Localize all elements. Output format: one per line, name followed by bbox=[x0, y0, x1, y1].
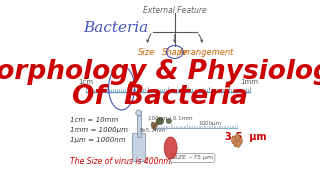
Text: 1mm: 1mm bbox=[241, 79, 259, 85]
Circle shape bbox=[235, 134, 239, 141]
Text: 1000µm: 1000µm bbox=[199, 120, 222, 125]
Circle shape bbox=[234, 141, 237, 147]
Text: The Size of virus is 400nm.: The Size of virus is 400nm. bbox=[70, 158, 173, 166]
Circle shape bbox=[238, 138, 242, 145]
Text: 1μm = 1000nm: 1μm = 1000nm bbox=[70, 137, 126, 143]
Bar bbox=[132, 133, 145, 161]
Text: Morphology & Physiology: Morphology & Physiology bbox=[0, 59, 320, 85]
Text: 8x5.7mm: 8x5.7mm bbox=[140, 127, 166, 132]
Circle shape bbox=[155, 122, 158, 127]
Ellipse shape bbox=[136, 110, 142, 116]
Circle shape bbox=[236, 141, 241, 147]
Text: Bacteria: Bacteria bbox=[83, 21, 148, 35]
Ellipse shape bbox=[166, 118, 172, 123]
Text: Size: Size bbox=[138, 48, 156, 57]
Text: 1cm = 10mm: 1cm = 10mm bbox=[70, 117, 119, 123]
Text: SIZE ~75 μm: SIZE ~75 μm bbox=[172, 156, 213, 161]
Text: Shape: Shape bbox=[162, 48, 188, 57]
Text: Arrangement: Arrangement bbox=[178, 48, 234, 57]
Circle shape bbox=[151, 122, 155, 128]
Ellipse shape bbox=[156, 118, 164, 125]
Text: 1cm: 1cm bbox=[79, 79, 94, 85]
Text: 1mm = 1000μm: 1mm = 1000μm bbox=[70, 127, 128, 133]
Bar bbox=[137, 115, 140, 137]
Circle shape bbox=[231, 136, 236, 144]
Text: 100µm / 0.1mm: 100µm / 0.1mm bbox=[148, 116, 193, 120]
Text: Of  Bacteria: Of Bacteria bbox=[72, 84, 248, 110]
Text: External Feature: External Feature bbox=[143, 6, 207, 15]
Text: 3-5  μm: 3-5 μm bbox=[225, 132, 266, 142]
Circle shape bbox=[153, 125, 156, 130]
Ellipse shape bbox=[164, 137, 177, 159]
